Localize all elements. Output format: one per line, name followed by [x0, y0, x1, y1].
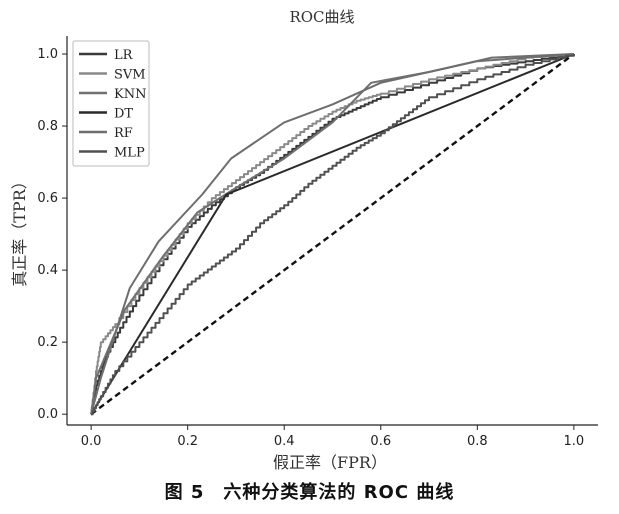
roc-chart: ROC曲线 0.0 0.2 0.4 0.6 0.8 1.0 0.0 0.2 0.4 0.6 0.8 1… — [10, 8, 598, 472]
diagonal-line — [90, 53, 575, 416]
x-tick-label-3: 0.6 — [370, 434, 391, 449]
y-tick-label-2: 0.4 — [37, 263, 58, 278]
x-tick-label-1: 0.2 — [177, 434, 198, 449]
chart-title: ROC曲线 — [289, 8, 354, 26]
x-tick-label-2: 0.4 — [274, 434, 295, 449]
y-axis-title: 真正率（TPR） — [10, 173, 29, 287]
diagonal-reference — [90, 53, 575, 416]
x-tick-label-5: 1.0 — [564, 434, 585, 449]
legend: LR SVM KNN DT RF MLP — [72, 40, 150, 167]
y-tick-label-3: 0.6 — [37, 191, 58, 206]
axes: 0.0 0.2 0.4 0.6 0.8 1.0 0.0 0.2 0.4 0.6 0.8 1.0 — [37, 36, 598, 449]
series-line-svm — [90, 53, 575, 416]
figure-caption: 图 5 六种分类算法的 ROC 曲线 — [164, 482, 455, 503]
legend-label-lr: LR — [114, 48, 134, 63]
legend-label-dt: DT — [114, 107, 133, 122]
series-line-mlp — [91, 54, 575, 416]
x-axis-title: 假正率（FPR） — [273, 453, 387, 472]
series-line-rf — [90, 53, 574, 415]
y-tick-label-4: 0.8 — [37, 119, 58, 134]
series-line-dt — [90, 53, 575, 415]
y-tick-label-1: 0.2 — [37, 335, 58, 350]
x-tick-label-0: 0.0 — [81, 434, 102, 449]
y-tick-label-5: 1.0 — [37, 47, 58, 62]
x-tick-label-4: 0.8 — [467, 434, 488, 449]
legend-label-mlp: MLP — [114, 146, 145, 161]
legend-label-rf: RF — [114, 126, 133, 141]
series-lines — [90, 53, 575, 416]
legend-label-knn: KNN — [114, 87, 146, 102]
y-tick-label-0: 0.0 — [37, 407, 58, 422]
legend-label-svm: SVM — [114, 68, 146, 83]
